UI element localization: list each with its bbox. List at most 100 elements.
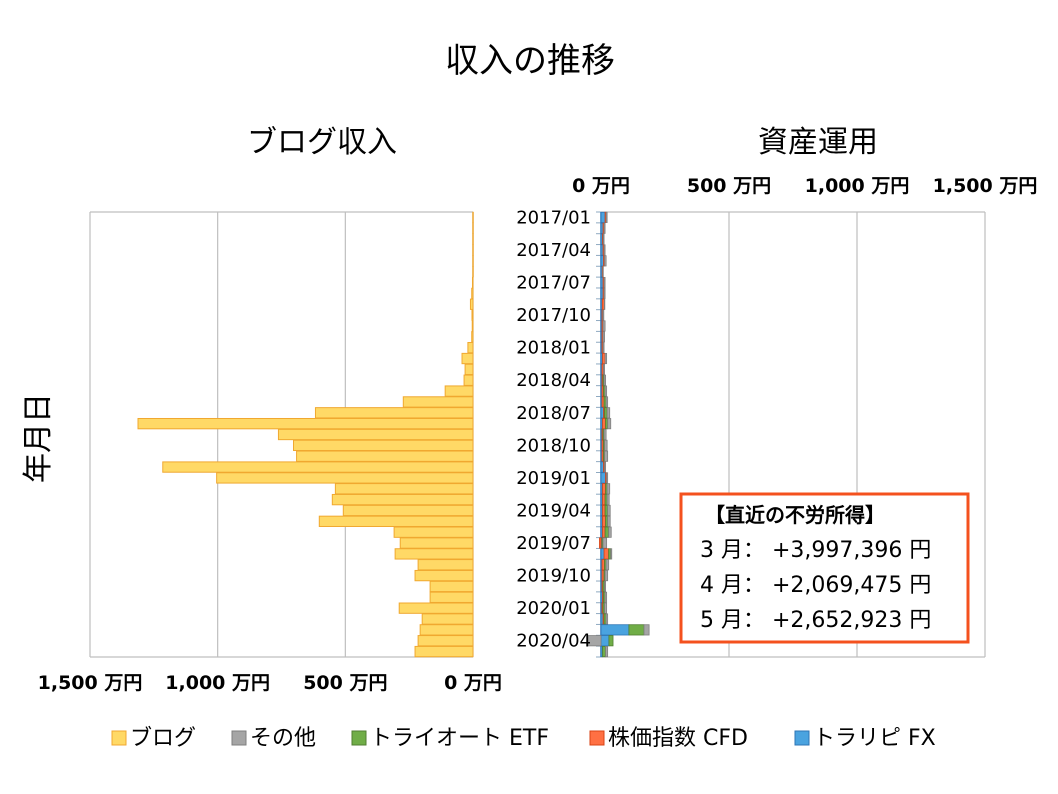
left-tick-labels: 1,500 万円 1,000 万円 500 万円 0 万円 bbox=[38, 672, 502, 694]
bar-その他-2019-03 bbox=[606, 494, 610, 506]
legend-swatch bbox=[589, 730, 605, 746]
bar-blog-2018-03 bbox=[464, 363, 474, 376]
bar-トラリピ-FX-2020-03 bbox=[600, 624, 630, 636]
bar-トライオート-ETF-2020-04 bbox=[608, 635, 614, 647]
bar-その他-2017-11 bbox=[602, 320, 606, 332]
bar-blog-2020-05 bbox=[414, 645, 474, 658]
category-label: 2019/10 bbox=[516, 566, 591, 587]
legend-swatch bbox=[111, 730, 127, 746]
bar-その他-2019-04 bbox=[607, 504, 611, 517]
bar-その他-2019-06 bbox=[608, 526, 612, 538]
bar-その他-2017-04 bbox=[603, 244, 606, 256]
legend-label: ブログ bbox=[130, 726, 196, 751]
bar-その他-2020-05 bbox=[605, 646, 609, 658]
category-label: 2020/04 bbox=[516, 631, 591, 652]
bar-blog-2017-07 bbox=[471, 276, 474, 289]
left-tick-label: 1,500 万円 bbox=[38, 672, 143, 694]
bar-blog-2019-12 bbox=[429, 591, 474, 603]
category-label: 2018/01 bbox=[516, 338, 591, 359]
bar-blog-2020-03 bbox=[419, 624, 474, 636]
legend-label: 株価指数 CFD bbox=[608, 726, 748, 751]
bar-その他-2017-12 bbox=[602, 331, 605, 343]
bar-その他-2018-08 bbox=[607, 418, 612, 430]
bar-blog-2017-01 bbox=[472, 211, 474, 224]
bar-その他-2018-10 bbox=[604, 439, 608, 451]
annotation-line-april: 4 月： +2,069,475 円 bbox=[700, 573, 931, 598]
bar-blog-2018-02 bbox=[461, 352, 474, 365]
legend: ブログ その他 トライオート ETF 株価指数 CFD トラリピ FX bbox=[111, 726, 936, 751]
bar-blog-2019-02 bbox=[334, 483, 474, 495]
bar-その他-2018-05 bbox=[604, 385, 608, 397]
bar-その他-2020-04 bbox=[587, 635, 602, 647]
legend-label: トラリピ FX bbox=[813, 726, 936, 751]
bar-株価指数-CFD-2018-08 bbox=[602, 418, 607, 430]
left-panel-title: ブログ収入 bbox=[247, 125, 397, 160]
bar-blog-2017-12 bbox=[471, 331, 474, 343]
bar-トライオート-ETF-2020-03 bbox=[628, 624, 645, 636]
category-labels: 2017/01 2017/04 2017/07 2017/10 2018/01 2018/… bbox=[516, 207, 591, 651]
bar-その他-2019-08 bbox=[610, 548, 613, 560]
bar-blog-2019-06 bbox=[393, 526, 474, 538]
bar-トライオート-ETF-2020-05 bbox=[602, 646, 607, 658]
left-bars bbox=[137, 211, 474, 658]
bar-その他-2020-03 bbox=[643, 624, 650, 636]
bar-株価指数-CFD-2019-05 bbox=[602, 515, 607, 527]
bar-blog-2018-01 bbox=[467, 342, 474, 354]
bar-その他-2017-06 bbox=[602, 266, 604, 278]
bar-blog-2018-05 bbox=[444, 385, 474, 397]
y-axis-label: 年月日 bbox=[21, 393, 56, 483]
bar-blog-2018-06 bbox=[402, 396, 474, 408]
category-label: 2020/01 bbox=[516, 598, 591, 619]
bar-株価指数-CFD-2019-08 bbox=[603, 548, 610, 560]
legend-item: トラリピ FX bbox=[794, 726, 936, 751]
category-label: 2017/01 bbox=[516, 207, 591, 228]
bar-その他-2017-10 bbox=[602, 309, 605, 321]
bar-トラリピ-FX-2017-01 bbox=[600, 211, 606, 223]
category-label: 2018/07 bbox=[516, 403, 591, 424]
bar-その他-2018-09 bbox=[603, 428, 607, 441]
bar-その他-2019-07 bbox=[602, 537, 608, 549]
category-label: 2018/04 bbox=[516, 370, 591, 391]
bar-その他-2017-03 bbox=[602, 233, 605, 245]
bar-その他-2018-06 bbox=[605, 396, 609, 408]
bar-blog-2019-05 bbox=[318, 515, 474, 527]
bar-blog-2018-12 bbox=[162, 461, 474, 473]
legend-label: その他 bbox=[250, 726, 316, 751]
bar-その他-2018-12 bbox=[604, 461, 607, 473]
legend-item: その他 bbox=[231, 726, 316, 751]
bar-その他-2017-05 bbox=[604, 255, 607, 267]
bar-その他-2017-08 bbox=[603, 287, 606, 299]
annotation-box: 【直近の不労所得】 3 月： +3,997,396 円 4 月： +2,069,… bbox=[679, 492, 970, 644]
bar-blog-2018-04 bbox=[463, 374, 474, 386]
category-label: 2018/10 bbox=[516, 435, 591, 456]
right-tick-label: 1,000 万円 bbox=[805, 175, 910, 197]
annotation-border bbox=[679, 492, 970, 644]
legend-item: ブログ bbox=[111, 726, 196, 751]
bar-blog-2017-08 bbox=[471, 287, 474, 300]
bar-その他-2017-01 bbox=[605, 211, 608, 223]
bar-その他-2020-01 bbox=[604, 602, 608, 614]
bar-blog-2017-06 bbox=[472, 266, 474, 278]
bar-トラリピ-FX-2019-08 bbox=[600, 548, 605, 560]
bar-blog-2018-08 bbox=[137, 417, 474, 430]
bar-blog-2017-09 bbox=[469, 298, 474, 310]
right-tick-labels: 0 万円 500 万円 1,000 万円 1,500 万円 bbox=[572, 175, 1037, 197]
bar-その他-2019-09 bbox=[605, 559, 610, 571]
category-label: 2019/04 bbox=[516, 500, 591, 521]
bar-その他-2018-11 bbox=[604, 450, 609, 462]
bar-blog-2018-11 bbox=[296, 450, 474, 462]
bar-その他-2018-04 bbox=[603, 374, 607, 386]
legend-item: トライオート ETF bbox=[351, 726, 549, 751]
right-bars bbox=[587, 211, 650, 658]
bar-blog-2019-01 bbox=[216, 472, 474, 484]
bar-blog-2018-09 bbox=[277, 428, 474, 441]
category-label: 2019/07 bbox=[516, 533, 591, 554]
legend-item: 株価指数 CFD bbox=[589, 726, 748, 751]
annotation-line-may: 5 月： +2,652,923 円 bbox=[700, 608, 931, 633]
bar-blog-2017-11 bbox=[471, 320, 474, 332]
chart-title: 収入の推移 bbox=[445, 41, 615, 81]
bar-blog-2019-04 bbox=[342, 504, 474, 517]
left-tick-label: 1,000 万円 bbox=[165, 672, 270, 694]
bar-その他-2019-05 bbox=[607, 515, 611, 527]
